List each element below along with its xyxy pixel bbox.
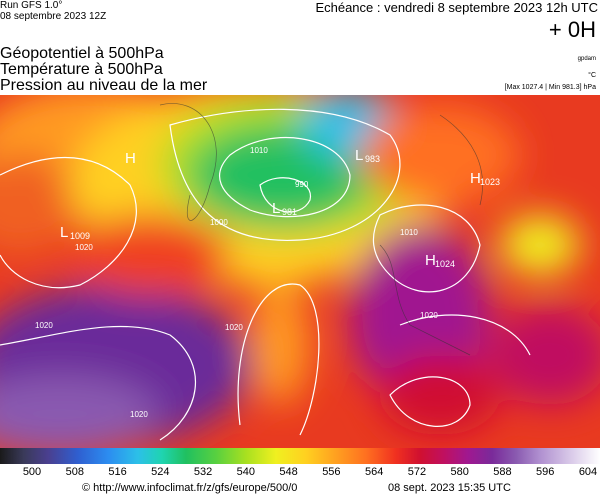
scale-label: 580 xyxy=(450,466,469,478)
scale-label: 564 xyxy=(364,466,384,478)
pressure-center: L xyxy=(355,147,363,164)
isobar-label: 1000 xyxy=(210,218,228,227)
pressure-center: H xyxy=(470,170,481,187)
scale-label: 532 xyxy=(193,466,213,478)
isobar-label: 1010 xyxy=(400,228,418,237)
pressure-value: 983 xyxy=(365,154,380,164)
pressure-range: [Max 1027.4 | Min 981.3] hPa xyxy=(504,84,596,91)
isobar-label: 990 xyxy=(295,180,309,189)
run: Run GFS 1.0° xyxy=(0,0,63,11)
scale-label: 540 xyxy=(236,466,256,478)
isobar-label: 1020 xyxy=(35,321,53,330)
pressure-center: L xyxy=(272,200,280,217)
echeance: Echéance : vendredi 8 septembre 2023 12h… xyxy=(315,0,598,15)
pressure-center: L xyxy=(60,224,68,241)
color-scale xyxy=(0,448,600,464)
scale-label: 516 xyxy=(108,466,127,478)
scale-label: 548 xyxy=(279,466,298,478)
isobar-label: 1020 xyxy=(130,410,148,419)
field: Pression au niveau de la mer xyxy=(0,77,208,94)
run-date: 08 septembre 2023 12Z xyxy=(0,11,107,22)
scale-label: 604 xyxy=(578,466,598,478)
scale-label: 500 xyxy=(22,466,42,478)
pressure-center: H xyxy=(425,252,436,269)
pressure-value: 1024 xyxy=(435,259,455,269)
pressure-value: 1023 xyxy=(480,177,500,187)
isobar-label: 1020 xyxy=(75,243,93,252)
isobar-label: 1020 xyxy=(225,323,243,332)
pressure-value: 1009 xyxy=(70,231,90,241)
scale-label: 556 xyxy=(322,466,341,478)
footer-url: © http://www.infoclimat.fr/z/gfs/europe/… xyxy=(82,482,298,494)
scale-label: 508 xyxy=(65,466,84,478)
isobar-label: 1010 xyxy=(250,146,268,155)
field: Géopotentiel à 500hPa xyxy=(0,45,164,62)
isobar-label: 1020 xyxy=(420,311,438,320)
unit-geo: gpdam xyxy=(577,56,596,62)
scale-label: 524 xyxy=(151,466,170,478)
scale-label: 588 xyxy=(493,466,512,478)
field: Température à 500hPa xyxy=(0,61,163,78)
pressure-value: 981 xyxy=(282,207,297,217)
unit-temp: °C xyxy=(588,72,596,79)
pressure-center: H xyxy=(125,150,136,167)
offset: + 0H xyxy=(548,17,596,42)
scale-label: 572 xyxy=(407,466,427,478)
scale-label: 596 xyxy=(536,466,555,478)
footer-date: 08 sept. 2023 15:35 UTC xyxy=(388,482,511,494)
